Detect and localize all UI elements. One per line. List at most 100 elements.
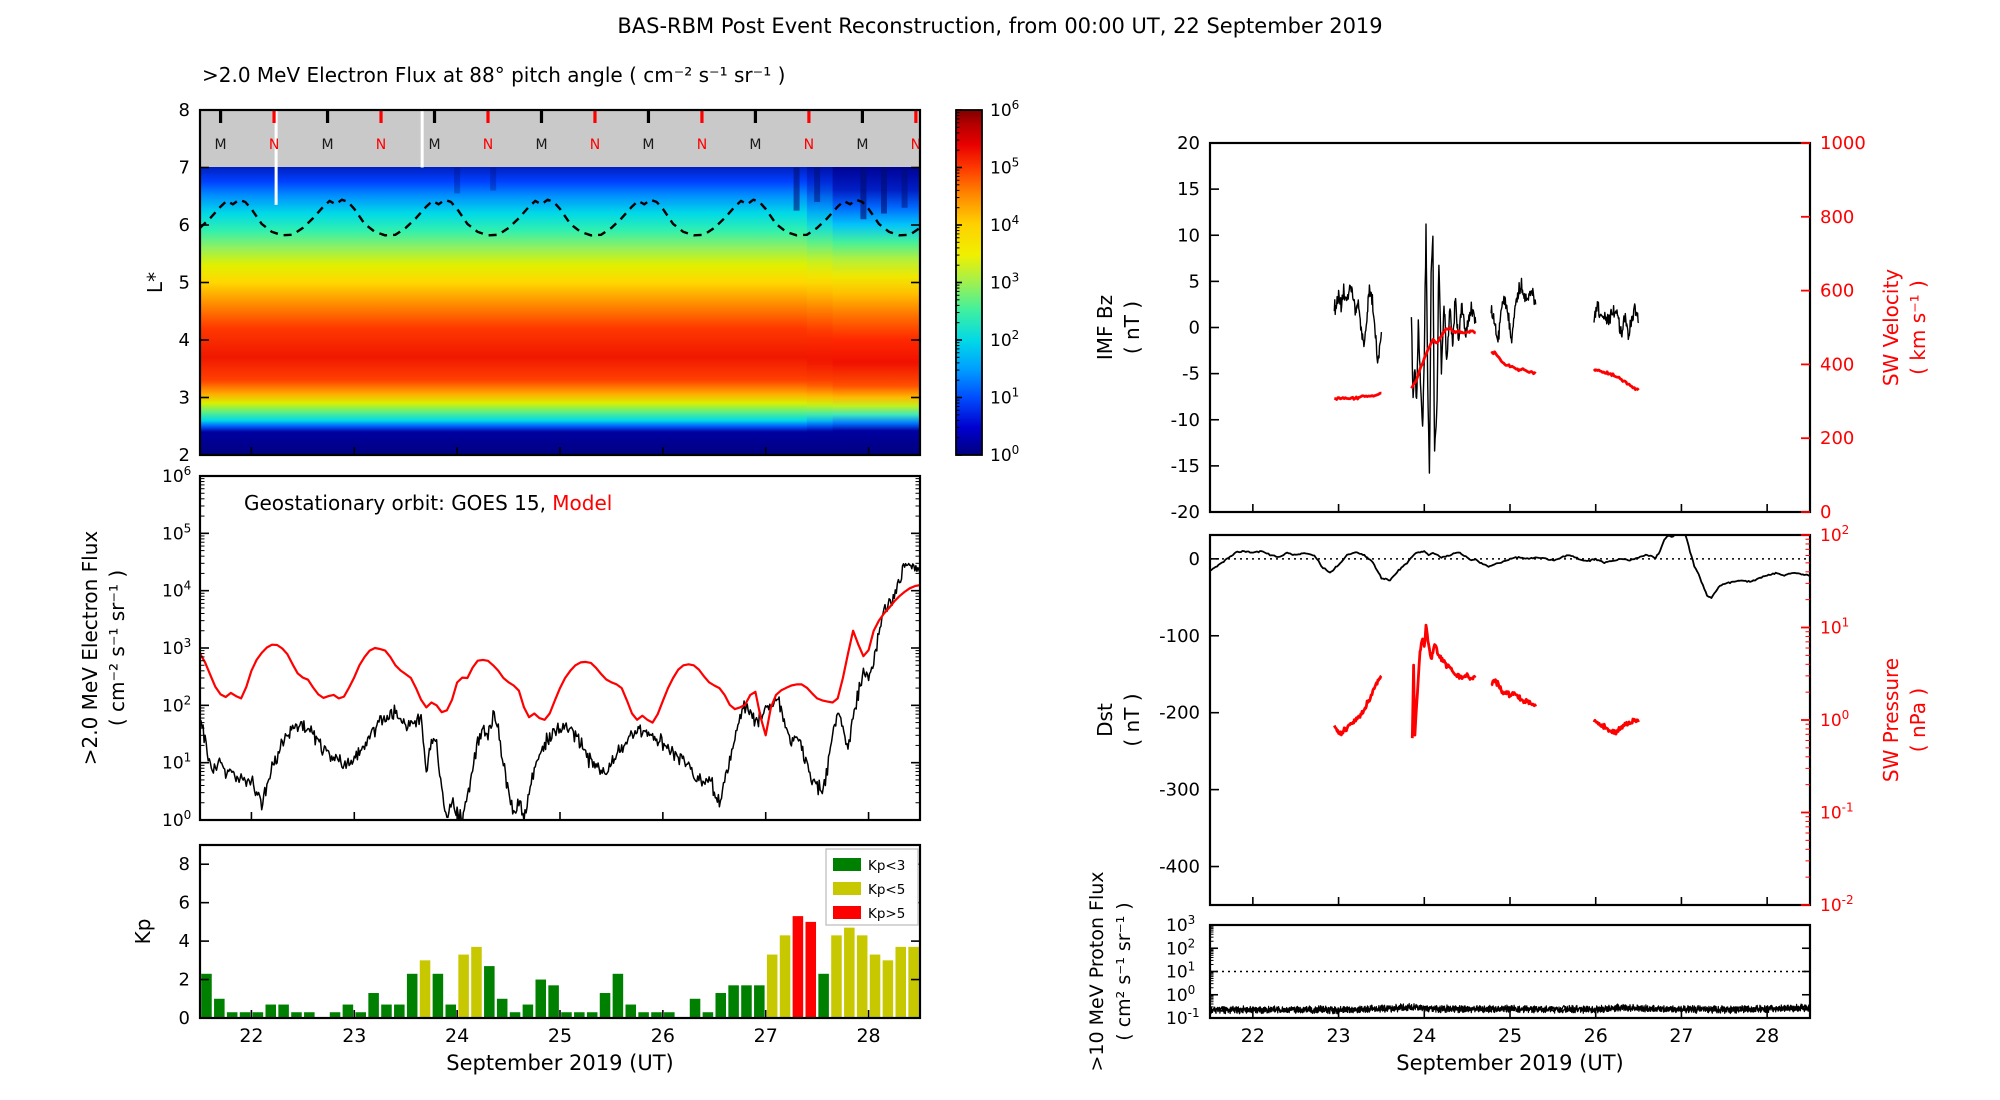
kp-bar	[599, 993, 611, 1018]
flux-series-group	[200, 562, 920, 820]
kp-bars-group	[201, 916, 932, 1018]
kp-bar	[381, 1004, 392, 1018]
kp-legend-label: Kp<5	[868, 882, 905, 898]
dst-ytick-label: -400	[1159, 857, 1200, 878]
kp-ytick-label: 4	[179, 931, 190, 952]
kp-bar	[201, 973, 212, 1018]
swp-ytick-label: 102	[1820, 523, 1849, 546]
kp-bar	[715, 993, 727, 1018]
imf-ytick-label: -5	[1182, 364, 1200, 385]
kp-bar	[638, 1012, 649, 1018]
kp-bar	[342, 1004, 354, 1018]
kp-bar	[818, 973, 829, 1018]
dst-ytick-label: -200	[1159, 703, 1200, 724]
sw-pressure-line	[1333, 674, 1383, 737]
swv-ytick-label: 1000	[1820, 133, 1866, 154]
flux-ytick-label: 102	[162, 693, 191, 716]
dst-ylabel-line2: ( nT )	[1120, 693, 1144, 746]
imf-bz-line	[1490, 277, 1537, 344]
kp-bar	[625, 1004, 637, 1018]
proton-ylabel-line1: >10 MeV Proton Flux	[1086, 871, 1108, 1071]
spect-ytick-label: 7	[179, 158, 190, 179]
kp-bar	[419, 960, 431, 1018]
kp-legend-swatch	[833, 906, 861, 919]
sw-velocity-line	[1410, 326, 1477, 390]
kp-bar	[214, 998, 225, 1018]
kp-xtick-label: 25	[548, 1025, 572, 1047]
swv-ytick-label: 800	[1820, 207, 1854, 228]
proton-ytick-label: 102	[1166, 936, 1195, 959]
panel-spectrogram: >2.0 MeV Electron Flux at 88° pitch angl…	[143, 63, 921, 466]
spectrogram-ylabel: L*	[143, 272, 167, 293]
mn-label: M	[749, 137, 761, 153]
imf-ytick-label: -20	[1171, 502, 1200, 523]
kp-bar	[548, 985, 559, 1018]
proton-series-group	[1210, 970, 1810, 1015]
dropout-streak	[454, 167, 461, 194]
kp-bar	[471, 946, 482, 1018]
spect-ytick-label: 6	[179, 215, 190, 236]
swv-ytick-label: 400	[1820, 354, 1854, 375]
kp-bar	[458, 954, 469, 1018]
spect-ytick-label: 5	[179, 273, 190, 294]
proton-ytick-label: 103	[1166, 913, 1195, 936]
dropout-streak	[490, 167, 497, 191]
imf-ylabel-line2: ( nT )	[1120, 301, 1144, 354]
kp-bar	[239, 1012, 251, 1018]
flux-ytick-label: 100	[162, 808, 191, 831]
kp-bar	[291, 1012, 302, 1018]
imf-bz-line	[1333, 283, 1383, 364]
flux-ytick-label: 104	[162, 579, 191, 602]
kp-xtick-label: 26	[651, 1025, 675, 1047]
mn-label: N	[376, 137, 386, 153]
kp-bar	[509, 1012, 521, 1018]
kp-bar	[844, 927, 855, 1018]
kp-bar	[702, 1012, 714, 1018]
kp-bar	[612, 973, 624, 1018]
flux-frame	[198, 474, 922, 822]
kp-bar	[574, 1012, 585, 1018]
mn-label: M	[535, 137, 547, 153]
swv-ylabel-line1: SW Velocity	[1879, 269, 1903, 386]
flux-ylabel-line1: >2.0 MeV Electron Flux	[78, 531, 102, 766]
flux-annotation: Geostationary orbit: GOES 15, Model	[244, 491, 612, 515]
kp-xtick-label: 23	[342, 1025, 366, 1047]
kp-bar	[741, 985, 752, 1018]
kp-legend-swatch	[833, 882, 861, 895]
colorbar-tick-label: 102	[990, 328, 1019, 351]
kp-bar	[908, 946, 919, 1018]
dst-series-group	[1210, 535, 1810, 739]
flux-ytick-label: 106	[162, 464, 191, 487]
mn-label: M	[215, 137, 227, 153]
kp-xtick-label: 22	[239, 1025, 263, 1047]
proton-ytick-label: 100	[1166, 983, 1195, 1006]
kp-bar	[882, 960, 894, 1018]
kp-bar	[651, 1012, 662, 1018]
imf-ytick-label: -15	[1171, 456, 1200, 477]
kp-bar	[779, 935, 791, 1018]
kp-bar	[561, 1012, 572, 1018]
dropout-streak	[901, 167, 908, 208]
spect-ytick-label: 4	[179, 330, 190, 351]
sw-pressure-line	[1410, 623, 1477, 739]
mn-label: N	[911, 137, 921, 153]
swp-ytick-label: 101	[1820, 616, 1849, 639]
kp-bar	[921, 985, 932, 1018]
dst-ytick-label: -300	[1159, 780, 1200, 801]
flux-ylabel-line2: ( cm⁻² s⁻¹ sr⁻¹ )	[105, 570, 129, 726]
sw-pressure-line	[1490, 678, 1537, 708]
imf-series-group	[1333, 223, 1640, 474]
proton-ytick-label: 101	[1166, 960, 1195, 983]
kp-ytick-label: 6	[179, 893, 190, 914]
spect-ytick-label: 2	[179, 445, 190, 466]
flux-ytick-label: 105	[162, 521, 191, 544]
kp-bar	[329, 1012, 341, 1018]
dropout-streak	[881, 167, 887, 214]
kp-bar	[869, 954, 881, 1018]
kp-ylabel: Kp	[131, 919, 155, 945]
imf-bz-line	[1410, 223, 1477, 474]
colorbar: 106 105 104 103 102 101 100	[955, 98, 1019, 466]
kp-bar	[664, 1012, 675, 1018]
imf-ytick-label: -10	[1171, 410, 1200, 431]
colorbar-tick-label: 106	[990, 98, 1019, 121]
